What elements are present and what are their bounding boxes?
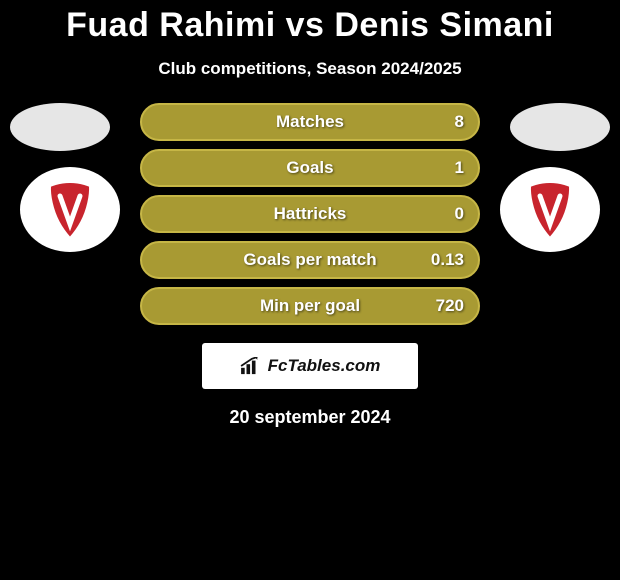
brand-box[interactable]: FcTables.com: [202, 343, 418, 389]
stat-row: Min per goal 720: [140, 287, 480, 325]
stat-row: Goals per match 0.13: [140, 241, 480, 279]
player-avatar-left: [10, 103, 110, 151]
brand-text: FcTables.com: [268, 356, 381, 376]
stat-value: 720: [436, 296, 464, 316]
stat-row: Hattricks 0: [140, 195, 480, 233]
shield-icon: [518, 178, 582, 242]
stat-label: Goals: [286, 158, 333, 178]
stat-row: Goals 1: [140, 149, 480, 187]
player-avatar-right: [510, 103, 610, 151]
shield-icon: [38, 178, 102, 242]
comparison-panel: Matches 8 Goals 1 Hattricks 0 Goals per …: [0, 103, 620, 428]
page-title: Fuad Rahimi vs Denis Simani: [0, 0, 620, 45]
bar-chart-icon: [240, 357, 262, 375]
stat-value: 1: [455, 158, 464, 178]
stat-value: 0.13: [431, 250, 464, 270]
comparison-card: Fuad Rahimi vs Denis Simani Club competi…: [0, 0, 620, 580]
club-crest-right: [500, 167, 600, 252]
subtitle: Club competitions, Season 2024/2025: [0, 59, 620, 79]
stat-label: Min per goal: [260, 296, 360, 316]
stat-label: Matches: [276, 112, 344, 132]
stat-label: Goals per match: [243, 250, 376, 270]
stats-list: Matches 8 Goals 1 Hattricks 0 Goals per …: [140, 103, 480, 325]
date-text: 20 september 2024: [0, 407, 620, 428]
stat-row: Matches 8: [140, 103, 480, 141]
stat-value: 8: [455, 112, 464, 132]
stat-value: 0: [455, 204, 464, 224]
club-crest-left: [20, 167, 120, 252]
stat-label: Hattricks: [274, 204, 347, 224]
